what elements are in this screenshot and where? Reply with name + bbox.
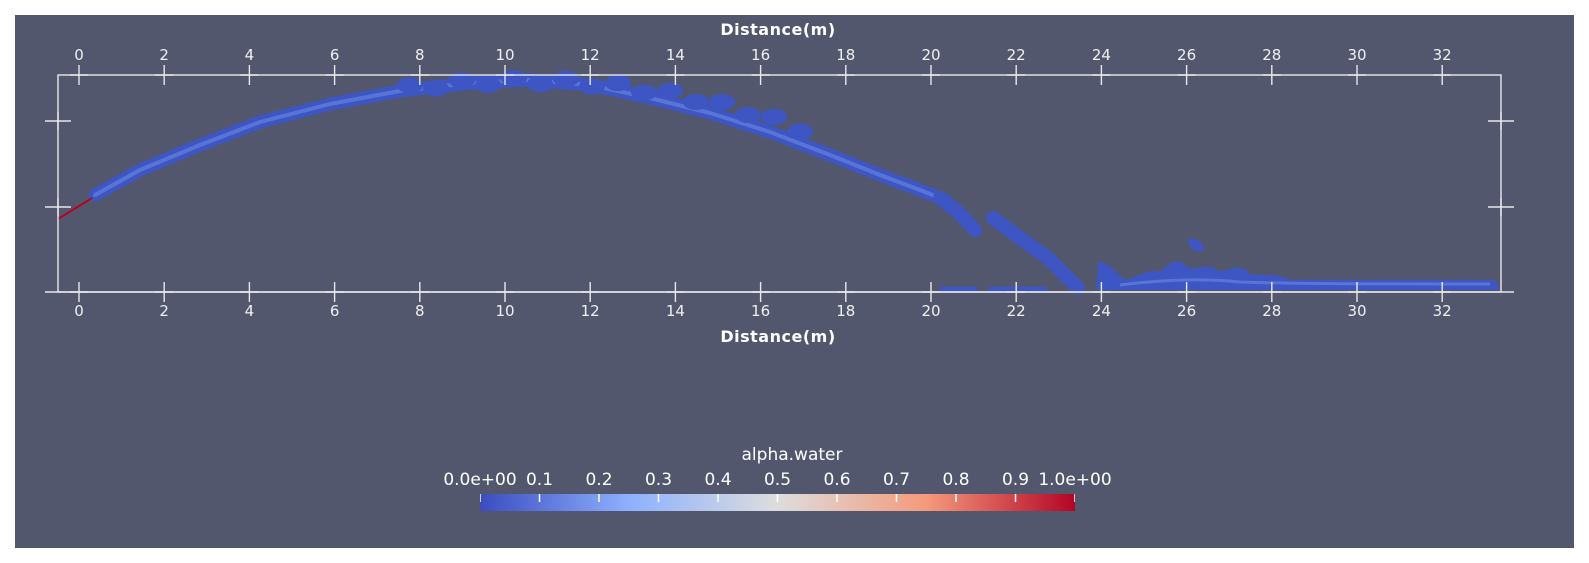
water-blob xyxy=(735,106,761,123)
colorbar-tick-label: 0.8 xyxy=(942,470,970,490)
tick-label: 8 xyxy=(415,302,425,320)
tick-label: 10 xyxy=(495,302,515,320)
tick-label: 22 xyxy=(1006,46,1026,64)
colorbar-tick-label: 0.1 xyxy=(525,470,554,490)
colorbar-tick-label: 0.7 xyxy=(882,470,911,490)
colorbar-tick-label: 0.3 xyxy=(644,470,673,490)
tick-label: 30 xyxy=(1347,302,1367,320)
water-blob xyxy=(423,80,449,97)
tick-label: 0 xyxy=(74,302,84,320)
tick-label: 32 xyxy=(1432,302,1452,320)
jet-render-canvas xyxy=(45,65,1514,302)
water-blob xyxy=(657,82,683,99)
colorbar-tick-label: 1.0e+00 xyxy=(1038,470,1112,490)
water-blob xyxy=(501,70,527,87)
tick-label: 20 xyxy=(921,302,941,320)
tick-label: 26 xyxy=(1177,302,1197,320)
water-falling-sheet xyxy=(986,211,1085,295)
water-blob xyxy=(709,94,735,111)
colorbar-tick-label: 0.9 xyxy=(1001,470,1030,490)
tick-label: 22 xyxy=(1006,302,1026,320)
tick-label: 0 xyxy=(74,46,84,64)
tick-label: 26 xyxy=(1177,46,1197,64)
water-blob xyxy=(683,93,709,110)
water-blob xyxy=(579,78,605,95)
tick-label: 28 xyxy=(1262,302,1282,320)
water-splash xyxy=(1096,261,1500,290)
tick-label: 2 xyxy=(159,302,169,320)
axes-grid xyxy=(45,65,1514,302)
top-axis-title: Distance(m) xyxy=(720,20,836,39)
colorbar-tick-label: 0.4 xyxy=(704,470,732,490)
colorbar xyxy=(480,494,1075,511)
water-blob xyxy=(553,70,579,87)
tick-label: 12 xyxy=(580,46,600,64)
tick-label: 2 xyxy=(159,46,169,64)
tick-label: 24 xyxy=(1091,302,1111,320)
tick-label: 8 xyxy=(415,46,425,64)
water-droplet xyxy=(1188,238,1204,252)
render-viewport[interactable]: Distance(m) Distance(m) 0 2 4 6 8 10 12 14 16 18 2… xyxy=(15,15,1574,548)
water-jet-arc xyxy=(88,73,952,207)
tick-label: 4 xyxy=(244,46,255,64)
tick-label: 6 xyxy=(329,302,340,320)
water-blob xyxy=(605,75,631,92)
colorbar-title: alpha.water xyxy=(741,445,843,465)
water-blob xyxy=(787,123,813,140)
colorbar-tick-label: 0.5 xyxy=(763,470,792,490)
colorbar-tick-label: 0.2 xyxy=(585,470,613,490)
tick-label: 14 xyxy=(665,46,685,64)
tick-label: 14 xyxy=(665,302,685,320)
tick-label: 24 xyxy=(1091,46,1111,64)
tick-label: 30 xyxy=(1347,46,1367,64)
colorbar-tick-label: 0.0e+00 xyxy=(443,470,517,490)
water-blob xyxy=(631,84,657,101)
water-blob xyxy=(527,76,553,93)
tick-label: 12 xyxy=(580,302,600,320)
tick-label: 18 xyxy=(836,46,856,64)
water-blob xyxy=(761,108,787,125)
nozzle-line xyxy=(57,197,93,220)
tick-label: 6 xyxy=(329,46,340,64)
tick-label: 4 xyxy=(244,302,255,320)
tick-label: 10 xyxy=(495,46,515,64)
water-field xyxy=(88,70,1500,295)
water-blob xyxy=(449,72,475,89)
tick-label: 16 xyxy=(751,302,771,320)
water-blob xyxy=(397,77,423,94)
tick-label: 20 xyxy=(921,46,941,64)
water-blob xyxy=(475,76,501,93)
colorbar-tick-label: 0.6 xyxy=(823,470,851,490)
tick-label: 32 xyxy=(1432,46,1452,64)
tick-label: 18 xyxy=(836,302,856,320)
tick-label: 16 xyxy=(751,46,771,64)
tick-label: 28 xyxy=(1262,46,1282,64)
bottom-axis-title: Distance(m) xyxy=(720,327,836,346)
water-jet-tail xyxy=(933,191,982,237)
